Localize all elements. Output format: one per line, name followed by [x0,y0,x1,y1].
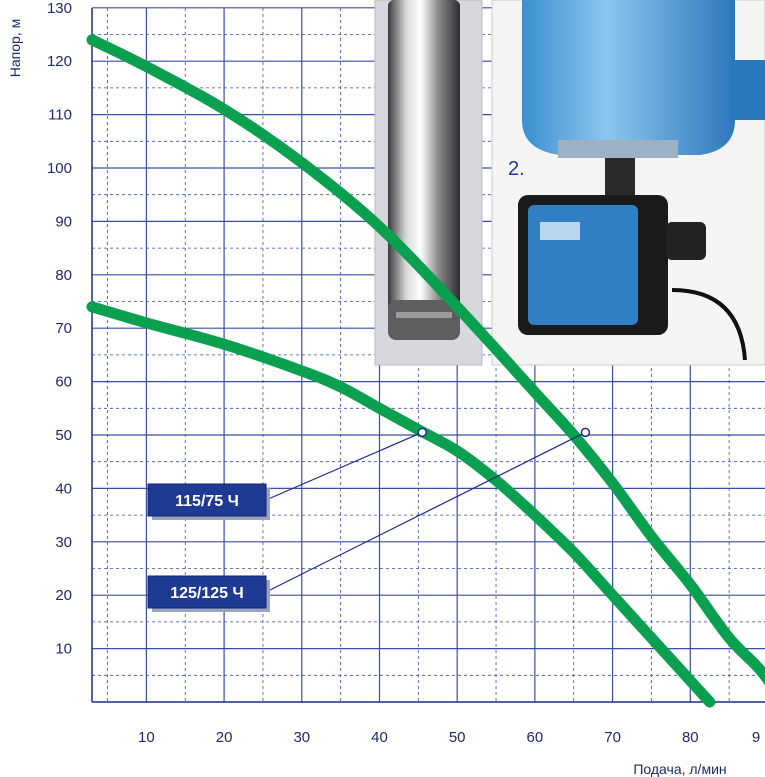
x-tick-label: 9 [752,729,760,746]
x-tick-label: 50 [449,729,466,746]
badge-box [147,575,267,609]
y-tick-labels: 130 120 110 100 90 80 70 60 50 40 30 20 10 [47,0,72,658]
series-line-2 [86,34,765,686]
badge-box [147,483,267,517]
leader-line [265,431,586,593]
y-tick-label: 20 [55,587,72,604]
x-tick-label: 60 [527,729,544,746]
leader-lines [265,431,586,593]
y-tick-label: 30 [55,534,72,551]
leader-line [265,431,423,501]
y-tick-label: 60 [55,374,72,391]
operating-point-marker [580,427,591,438]
series-layer [86,34,765,708]
x-tick-label: 10 [138,729,155,746]
y-tick-label: 40 [55,480,72,497]
y-tick-label: 10 [55,641,72,658]
tank-controller-photo: 2. [491,0,765,366]
series-badge: 125/125 Ч [147,575,270,612]
series-name-label: 115/75 Ч [175,493,239,510]
operating-points [417,427,591,438]
x-axis-title: Подача, л/мин [633,761,726,777]
x-tick-label: 40 [371,729,388,746]
series-badges: 115/75 Ч 125/125 Ч [147,483,270,612]
x-tick-label: 20 [216,729,233,746]
y-tick-label: 70 [55,320,72,337]
series-badge: 115/75 Ч [147,483,270,520]
y-tick-label: 110 [48,107,72,124]
y-tick-label: 50 [55,427,72,444]
series-name-label: 125/125 Ч [170,585,244,602]
y-tick-label: 120 [47,53,72,70]
x-tick-label: 70 [604,729,621,746]
y-axis-title: Напор, м [7,19,23,77]
series-line-1 [86,301,716,708]
photo-label: 2. [508,158,525,180]
operating-point-marker [417,427,427,438]
y-tick-label: 130 [47,0,72,17]
x-tick-labels: 10 20 30 40 50 60 70 80 9 [138,729,760,746]
y-tick-label: 90 [55,213,72,230]
y-tick-label: 100 [47,160,72,177]
x-tick-label: 30 [293,729,310,746]
y-tick-label: 80 [55,267,72,284]
x-tick-label: 80 [682,729,699,746]
